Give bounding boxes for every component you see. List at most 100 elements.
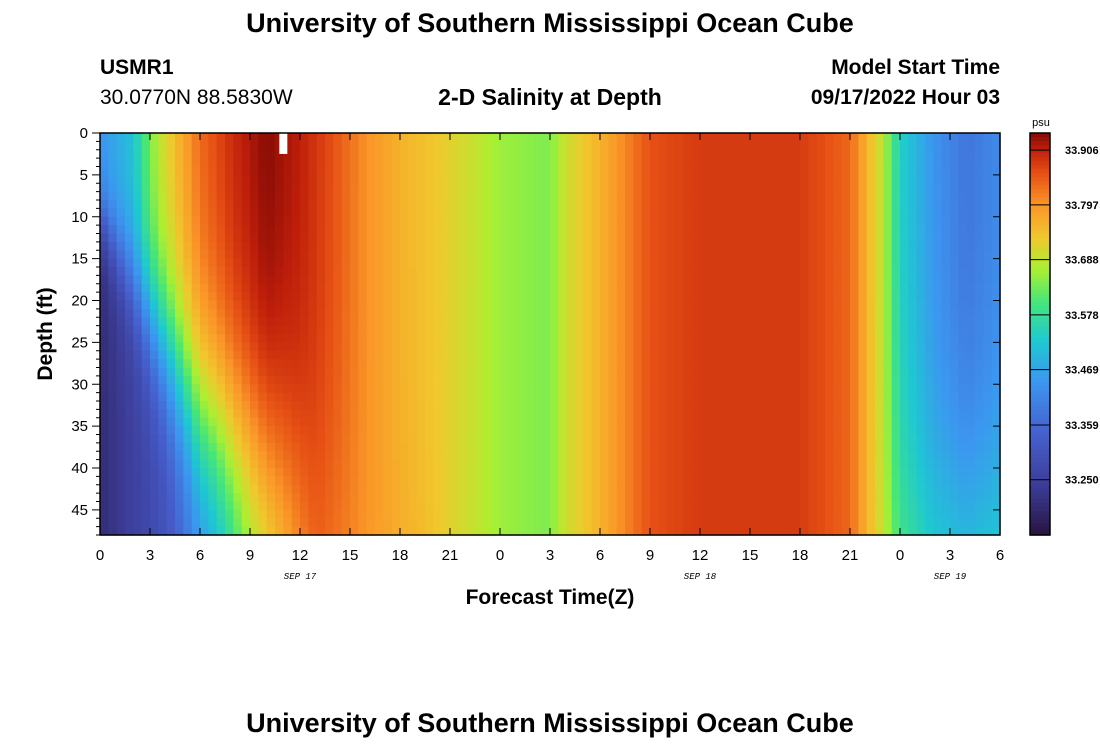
heatmap-cell xyxy=(433,384,443,394)
heatmap-cell xyxy=(800,216,809,226)
heatmap-cell xyxy=(808,350,818,360)
heatmap-cell xyxy=(550,241,559,251)
heatmap-cell xyxy=(716,401,726,410)
heatmap-cell xyxy=(366,493,376,503)
heatmap-cell xyxy=(591,200,601,209)
heatmap-cell xyxy=(116,392,126,402)
heatmap-cell xyxy=(383,417,393,427)
heatmap-cell xyxy=(141,225,151,235)
heatmap-cell xyxy=(566,367,576,377)
heatmap-cell xyxy=(441,484,451,494)
heatmap-cell xyxy=(216,250,226,260)
heatmap-cell xyxy=(675,292,684,302)
heatmap-cell xyxy=(650,426,659,436)
heatmap-cell xyxy=(641,509,651,519)
heatmap-cell xyxy=(541,300,551,310)
heatmap-cell xyxy=(900,367,909,377)
heatmap-cell xyxy=(916,133,926,142)
heatmap-cell xyxy=(800,275,809,285)
heatmap-cell xyxy=(158,300,168,310)
heatmap-cell xyxy=(941,258,951,268)
heatmap-cell xyxy=(450,476,459,486)
heatmap-cell xyxy=(616,158,626,168)
heatmap-cell xyxy=(933,509,943,519)
heatmap-cell xyxy=(925,317,934,327)
heatmap-cell xyxy=(900,401,909,410)
heatmap-cell xyxy=(675,434,684,444)
heatmap-cell xyxy=(733,526,743,536)
heatmap-cell xyxy=(458,518,468,528)
heatmap-cell xyxy=(391,183,401,193)
heatmap-cell xyxy=(558,350,568,360)
heatmap-cell xyxy=(125,325,134,335)
heatmap-cell xyxy=(908,476,918,486)
heatmap-cell xyxy=(341,451,351,461)
heatmap-cell xyxy=(933,208,943,218)
heatmap-cell xyxy=(708,133,718,142)
heatmap-cell xyxy=(250,158,259,168)
heatmap-cell xyxy=(950,149,959,159)
heatmap-cell xyxy=(475,258,484,268)
heatmap-cell xyxy=(358,267,368,276)
heatmap-cell xyxy=(425,133,434,142)
heatmap-cell xyxy=(158,526,168,536)
heatmap-cell xyxy=(700,367,709,377)
heatmap-cell xyxy=(808,141,818,151)
heatmap-cell xyxy=(766,409,776,419)
heatmap-cell xyxy=(891,476,901,486)
heatmap-cell xyxy=(608,509,618,519)
heatmap-cell xyxy=(675,308,684,318)
heatmap-cell xyxy=(283,325,293,335)
heatmap-cell xyxy=(608,476,618,486)
heatmap-cell xyxy=(958,493,968,503)
heatmap-cell xyxy=(958,401,968,410)
heatmap-cell xyxy=(233,267,243,276)
heatmap-cell xyxy=(241,308,251,318)
heatmap-cell xyxy=(375,174,384,184)
heatmap-cell xyxy=(658,141,668,151)
heatmap-cell xyxy=(816,501,826,511)
heatmap-cell xyxy=(433,417,443,427)
heatmap-cell xyxy=(816,275,826,285)
heatmap-cell xyxy=(925,225,934,235)
heatmap-cell xyxy=(841,367,851,377)
heatmap-cell xyxy=(208,426,218,436)
heatmap-cell xyxy=(791,392,801,402)
heatmap-cell xyxy=(675,442,684,452)
heatmap-cell xyxy=(425,442,434,452)
heatmap-cell xyxy=(325,250,334,260)
heatmap-cell xyxy=(200,501,209,511)
heatmap-cell xyxy=(616,208,626,218)
heatmap-cell xyxy=(133,359,143,369)
heatmap-cell xyxy=(800,417,809,427)
heatmap-cell xyxy=(241,183,251,193)
heatmap-cell xyxy=(741,484,751,494)
heatmap-cell xyxy=(458,133,468,142)
heatmap-cell xyxy=(733,183,743,193)
heatmap-cell xyxy=(791,484,801,494)
heatmap-cell xyxy=(916,493,926,503)
heatmap-cell xyxy=(775,141,784,151)
heatmap-cell xyxy=(958,325,968,335)
heatmap-cell xyxy=(691,216,701,226)
heatmap-cell xyxy=(558,484,568,494)
heatmap-cell xyxy=(908,183,918,193)
heatmap-cell xyxy=(450,308,459,318)
heatmap-cell xyxy=(658,350,668,360)
heatmap-cell xyxy=(300,308,309,318)
heatmap-cell xyxy=(208,174,218,184)
heatmap-cell xyxy=(491,359,501,369)
heatmap-cell xyxy=(300,225,309,235)
heatmap-cell xyxy=(816,359,826,369)
heatmap-cell xyxy=(441,250,451,260)
heatmap-cell xyxy=(383,493,393,503)
heatmap-cell xyxy=(575,350,584,360)
heatmap-cell xyxy=(916,183,926,193)
heatmap-cell xyxy=(941,149,951,159)
heatmap-cell xyxy=(875,166,884,176)
heatmap-cell xyxy=(200,200,209,209)
heatmap-cell xyxy=(891,308,901,318)
heatmap-cell xyxy=(241,200,251,209)
heatmap-cell xyxy=(900,442,909,452)
heatmap-cell xyxy=(358,241,368,251)
